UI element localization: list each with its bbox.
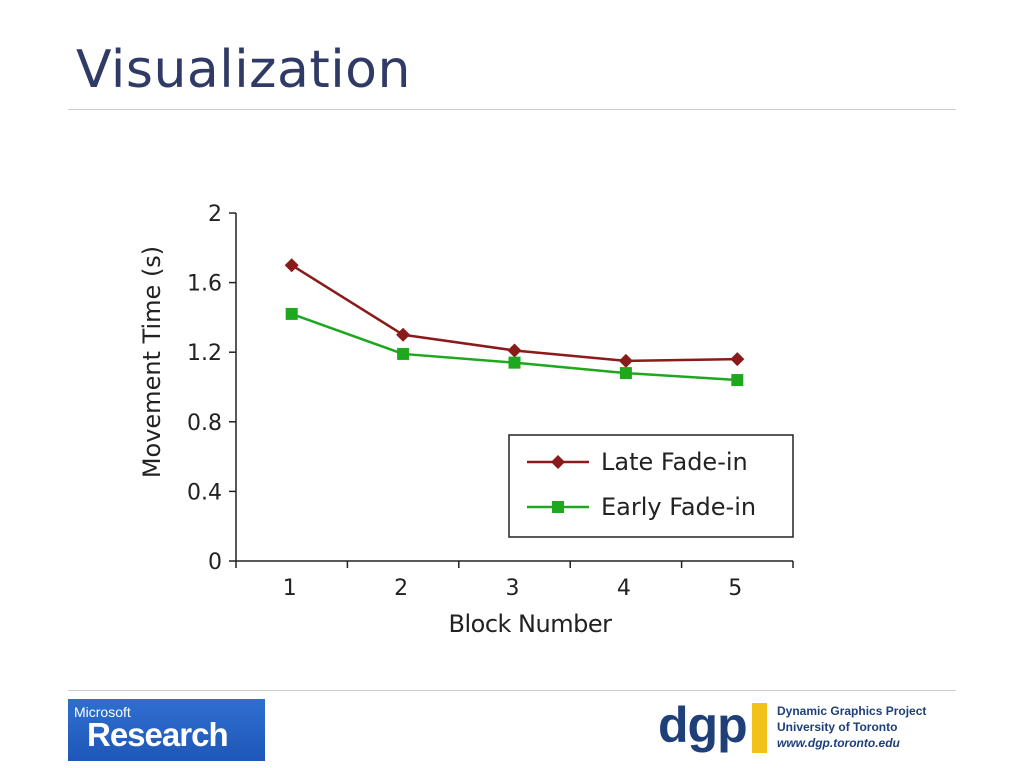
- y-tick-label: 1.6: [187, 272, 222, 297]
- dgp-line-2: University of Toronto: [777, 720, 898, 734]
- legend-marker-2: [552, 501, 564, 513]
- dgp-logo-mark: dgp: [658, 697, 748, 753]
- title-divider: [68, 109, 956, 110]
- x-tick-label: 5: [728, 576, 742, 601]
- legend-marker-1: [551, 455, 565, 469]
- dgp-line-3: www.dgp.toronto.edu: [777, 736, 900, 750]
- ms-logo-main-text: Research: [87, 716, 229, 753]
- line-chart: 0 0.4 0.8 1.2 1.6 2 1 2 3 4 5 Block Number Movement …: [138, 202, 794, 638]
- x-axis-label: Block Number: [449, 610, 613, 638]
- data-point-2: [508, 356, 521, 369]
- data-point-2: [285, 307, 298, 320]
- dgp-logo-bar: [752, 703, 767, 753]
- data-point-1: [284, 258, 299, 273]
- x-tick-label: 3: [506, 576, 520, 601]
- y-tick-label: 2: [208, 202, 222, 227]
- data-point-1: [618, 353, 633, 368]
- y-tick-label: 1.2: [187, 341, 222, 366]
- y-axis-label: Movement Time (s): [138, 246, 166, 478]
- data-point-2: [731, 374, 744, 387]
- ms-logo-top-text: Microsoft: [74, 704, 131, 720]
- y-tick-label: 0: [208, 550, 222, 575]
- data-point-2: [619, 367, 632, 380]
- x-tick-label: 2: [394, 576, 408, 601]
- microsoft-research-logo: Microsoft Research: [68, 699, 265, 761]
- slide-title: Visualization: [76, 40, 411, 100]
- data-point-1: [730, 352, 745, 367]
- data-point-1: [507, 343, 522, 358]
- dgp-logo-text: Dynamic Graphics Project University of T…: [777, 703, 926, 751]
- legend-box: [508, 434, 794, 538]
- footer-divider: [68, 690, 956, 691]
- data-point-2: [397, 347, 410, 360]
- dgp-line-1: Dynamic Graphics Project: [777, 704, 927, 718]
- x-tick-label: 1: [283, 576, 297, 601]
- legend-label-2: Early Fade-in: [601, 493, 756, 521]
- x-tick-label: 4: [617, 576, 631, 601]
- legend-label-1: Late Fade-in: [601, 448, 748, 476]
- data-point-1: [396, 327, 411, 342]
- y-tick-label: 0.8: [187, 411, 222, 436]
- y-tick-label: 0.4: [187, 480, 222, 505]
